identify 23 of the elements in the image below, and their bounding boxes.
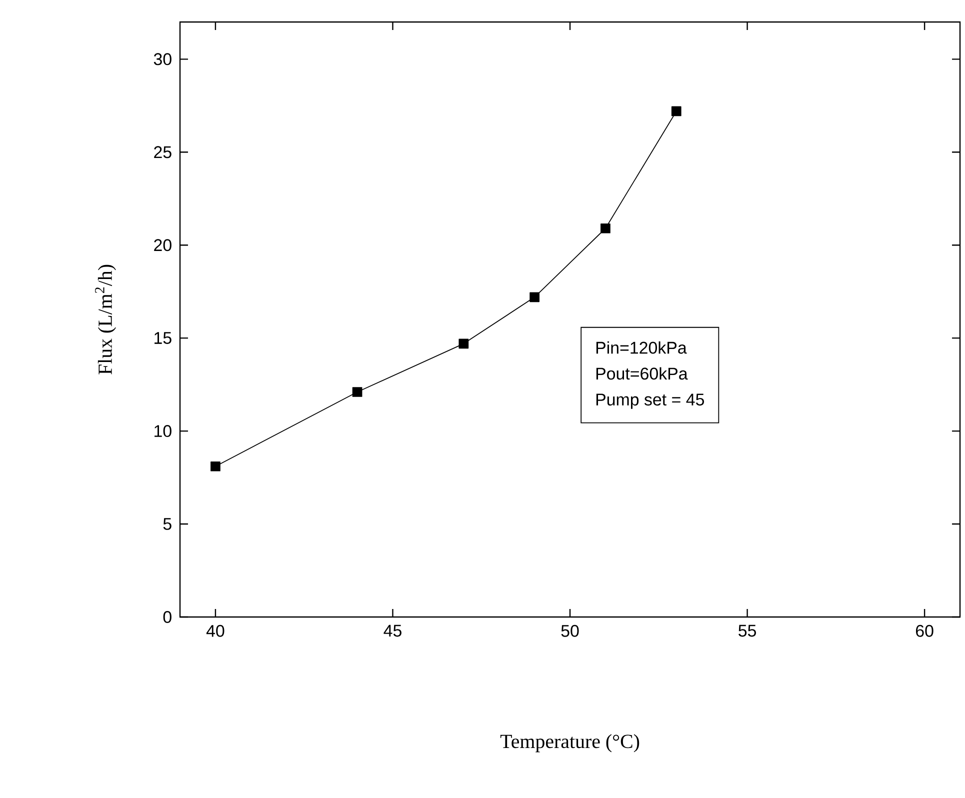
y-tick-label: 0 xyxy=(163,610,172,623)
x-tick-label: 55 xyxy=(738,624,756,637)
point xyxy=(458,338,469,349)
y-tick-label: 10 xyxy=(154,425,172,438)
y-axis-title: Flux (L/m$^{2}$/h) xyxy=(95,264,116,374)
x-tick-label: 60 xyxy=(916,624,934,637)
annotation: Pump set = 45 xyxy=(596,394,704,409)
point xyxy=(352,387,362,397)
x-tick-label: 50 xyxy=(561,624,579,637)
annotation: Pout=60kPa xyxy=(596,367,688,380)
x-tick-label: 40 xyxy=(206,624,224,637)
point xyxy=(530,292,540,302)
point xyxy=(671,106,682,116)
point xyxy=(210,461,220,472)
point xyxy=(600,223,610,234)
y-tick-label: 15 xyxy=(154,332,172,344)
y-tick-label: 5 xyxy=(163,518,172,530)
x-axis-title: Temperature (°C) xyxy=(500,734,640,752)
y-tick-label: 25 xyxy=(154,146,172,158)
y-tick-label: 20 xyxy=(154,239,172,252)
x-tick-label: 45 xyxy=(384,624,402,637)
y-tick-label: 30 xyxy=(154,53,172,66)
annotation: Pin=120kPa xyxy=(596,341,687,354)
